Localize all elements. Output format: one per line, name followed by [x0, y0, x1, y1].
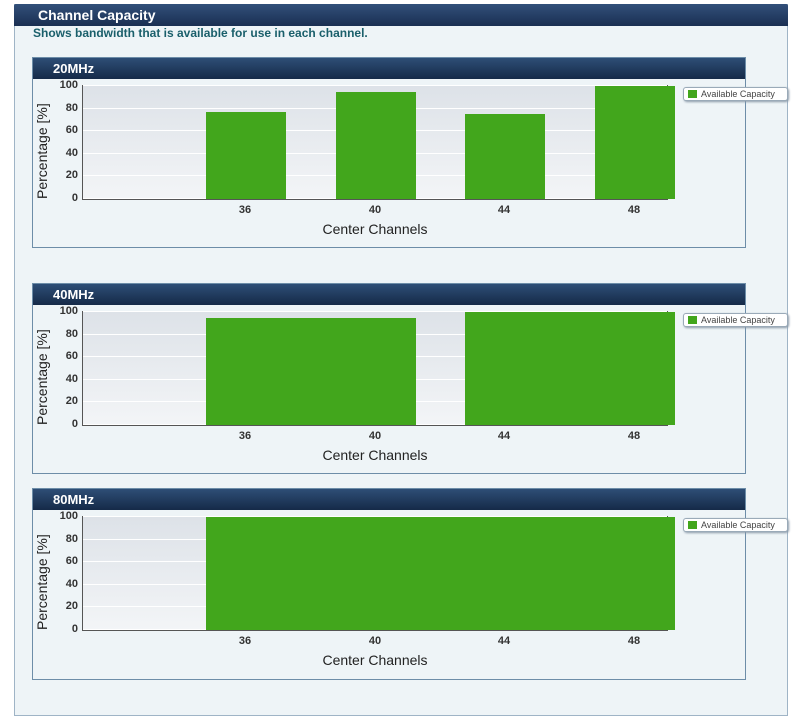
- chart-title: 80MHz: [33, 489, 745, 510]
- y-tick-label: 60: [65, 350, 78, 363]
- plot-area: [82, 85, 675, 200]
- y-tick-label: 20: [65, 600, 78, 613]
- y-axis-label: Percentage [%]: [34, 103, 50, 199]
- bar-44-48: [465, 312, 675, 425]
- x-tick-label: 36: [238, 635, 252, 647]
- legend-label: Available Capacity: [701, 520, 775, 530]
- x-tick-label: 44: [497, 635, 511, 647]
- gridline: [83, 85, 667, 86]
- bar-44-44: [465, 114, 545, 199]
- y-tick-label: 40: [65, 146, 78, 159]
- chart-panel-40MHz: 40MHz 0 20 40 60 80 100 36 40 44 48 Percentage [%] C…: [32, 283, 746, 474]
- x-tick-label: 44: [497, 430, 511, 442]
- y-tick-label: 0: [71, 623, 78, 635]
- page-title: Channel Capacity: [14, 4, 788, 26]
- y-tick-label: 80: [65, 532, 78, 545]
- chart-panel-20MHz: 20MHz 0 20 40 60 80 100 36 40 44 48 Percentage [%] C…: [32, 57, 746, 248]
- legend-label: Available Capacity: [701, 89, 775, 99]
- y-tick-label: 100: [59, 510, 78, 522]
- legend-label: Available Capacity: [701, 315, 775, 325]
- x-tick-label: 40: [368, 430, 382, 442]
- y-tick-label: 80: [65, 101, 78, 114]
- x-tick-label: 36: [238, 204, 252, 216]
- x-axis-label: Center Channels: [322, 652, 428, 668]
- legend: Available Capacity: [683, 87, 788, 101]
- x-axis-label: Center Channels: [322, 447, 428, 463]
- y-tick-label: 40: [65, 372, 78, 385]
- y-tick-label: 20: [65, 395, 78, 408]
- y-tick-label: 0: [71, 192, 78, 204]
- x-tick-label: 36: [238, 430, 252, 442]
- x-tick-label: 40: [368, 204, 382, 216]
- legend: Available Capacity: [683, 518, 788, 532]
- x-tick-label: 48: [627, 204, 641, 216]
- y-tick-label: 100: [59, 79, 78, 91]
- plot-area: [82, 516, 675, 631]
- bar-36-40: [206, 317, 416, 425]
- bar-40-40: [336, 91, 416, 199]
- y-tick-label: 60: [65, 555, 78, 568]
- x-tick-label: 48: [627, 430, 641, 442]
- bar-36-36: [206, 112, 286, 199]
- gridline: [83, 311, 667, 312]
- y-tick-label: 100: [59, 305, 78, 317]
- bar-36-48: [206, 517, 675, 630]
- x-tick-label: 40: [368, 635, 382, 647]
- y-tick-label: 0: [71, 418, 78, 430]
- chart-title: 40MHz: [33, 284, 745, 305]
- legend: Available Capacity: [683, 313, 788, 327]
- y-tick-label: 40: [65, 577, 78, 590]
- y-tick-label: 60: [65, 124, 78, 137]
- x-axis-label: Center Channels: [322, 221, 428, 237]
- legend-swatch: [688, 90, 697, 98]
- x-tick-label: 48: [627, 635, 641, 647]
- bar-48-48: [595, 86, 675, 199]
- chart-title: 20MHz: [33, 58, 745, 79]
- gridline: [83, 516, 667, 517]
- y-axis-label: Percentage [%]: [34, 329, 50, 425]
- legend-swatch: [688, 521, 697, 529]
- plot-area: [82, 311, 675, 426]
- x-tick-label: 44: [497, 204, 511, 216]
- chart-panel-80MHz: 80MHz 0 20 40 60 80 100 36 40 44 48 Percentage [%] C…: [32, 488, 746, 680]
- y-axis-label: Percentage [%]: [34, 534, 50, 630]
- y-tick-label: 20: [65, 169, 78, 182]
- page-subtitle: Shows bandwidth that is available for us…: [33, 26, 368, 40]
- y-tick-label: 80: [65, 327, 78, 340]
- legend-swatch: [688, 316, 697, 324]
